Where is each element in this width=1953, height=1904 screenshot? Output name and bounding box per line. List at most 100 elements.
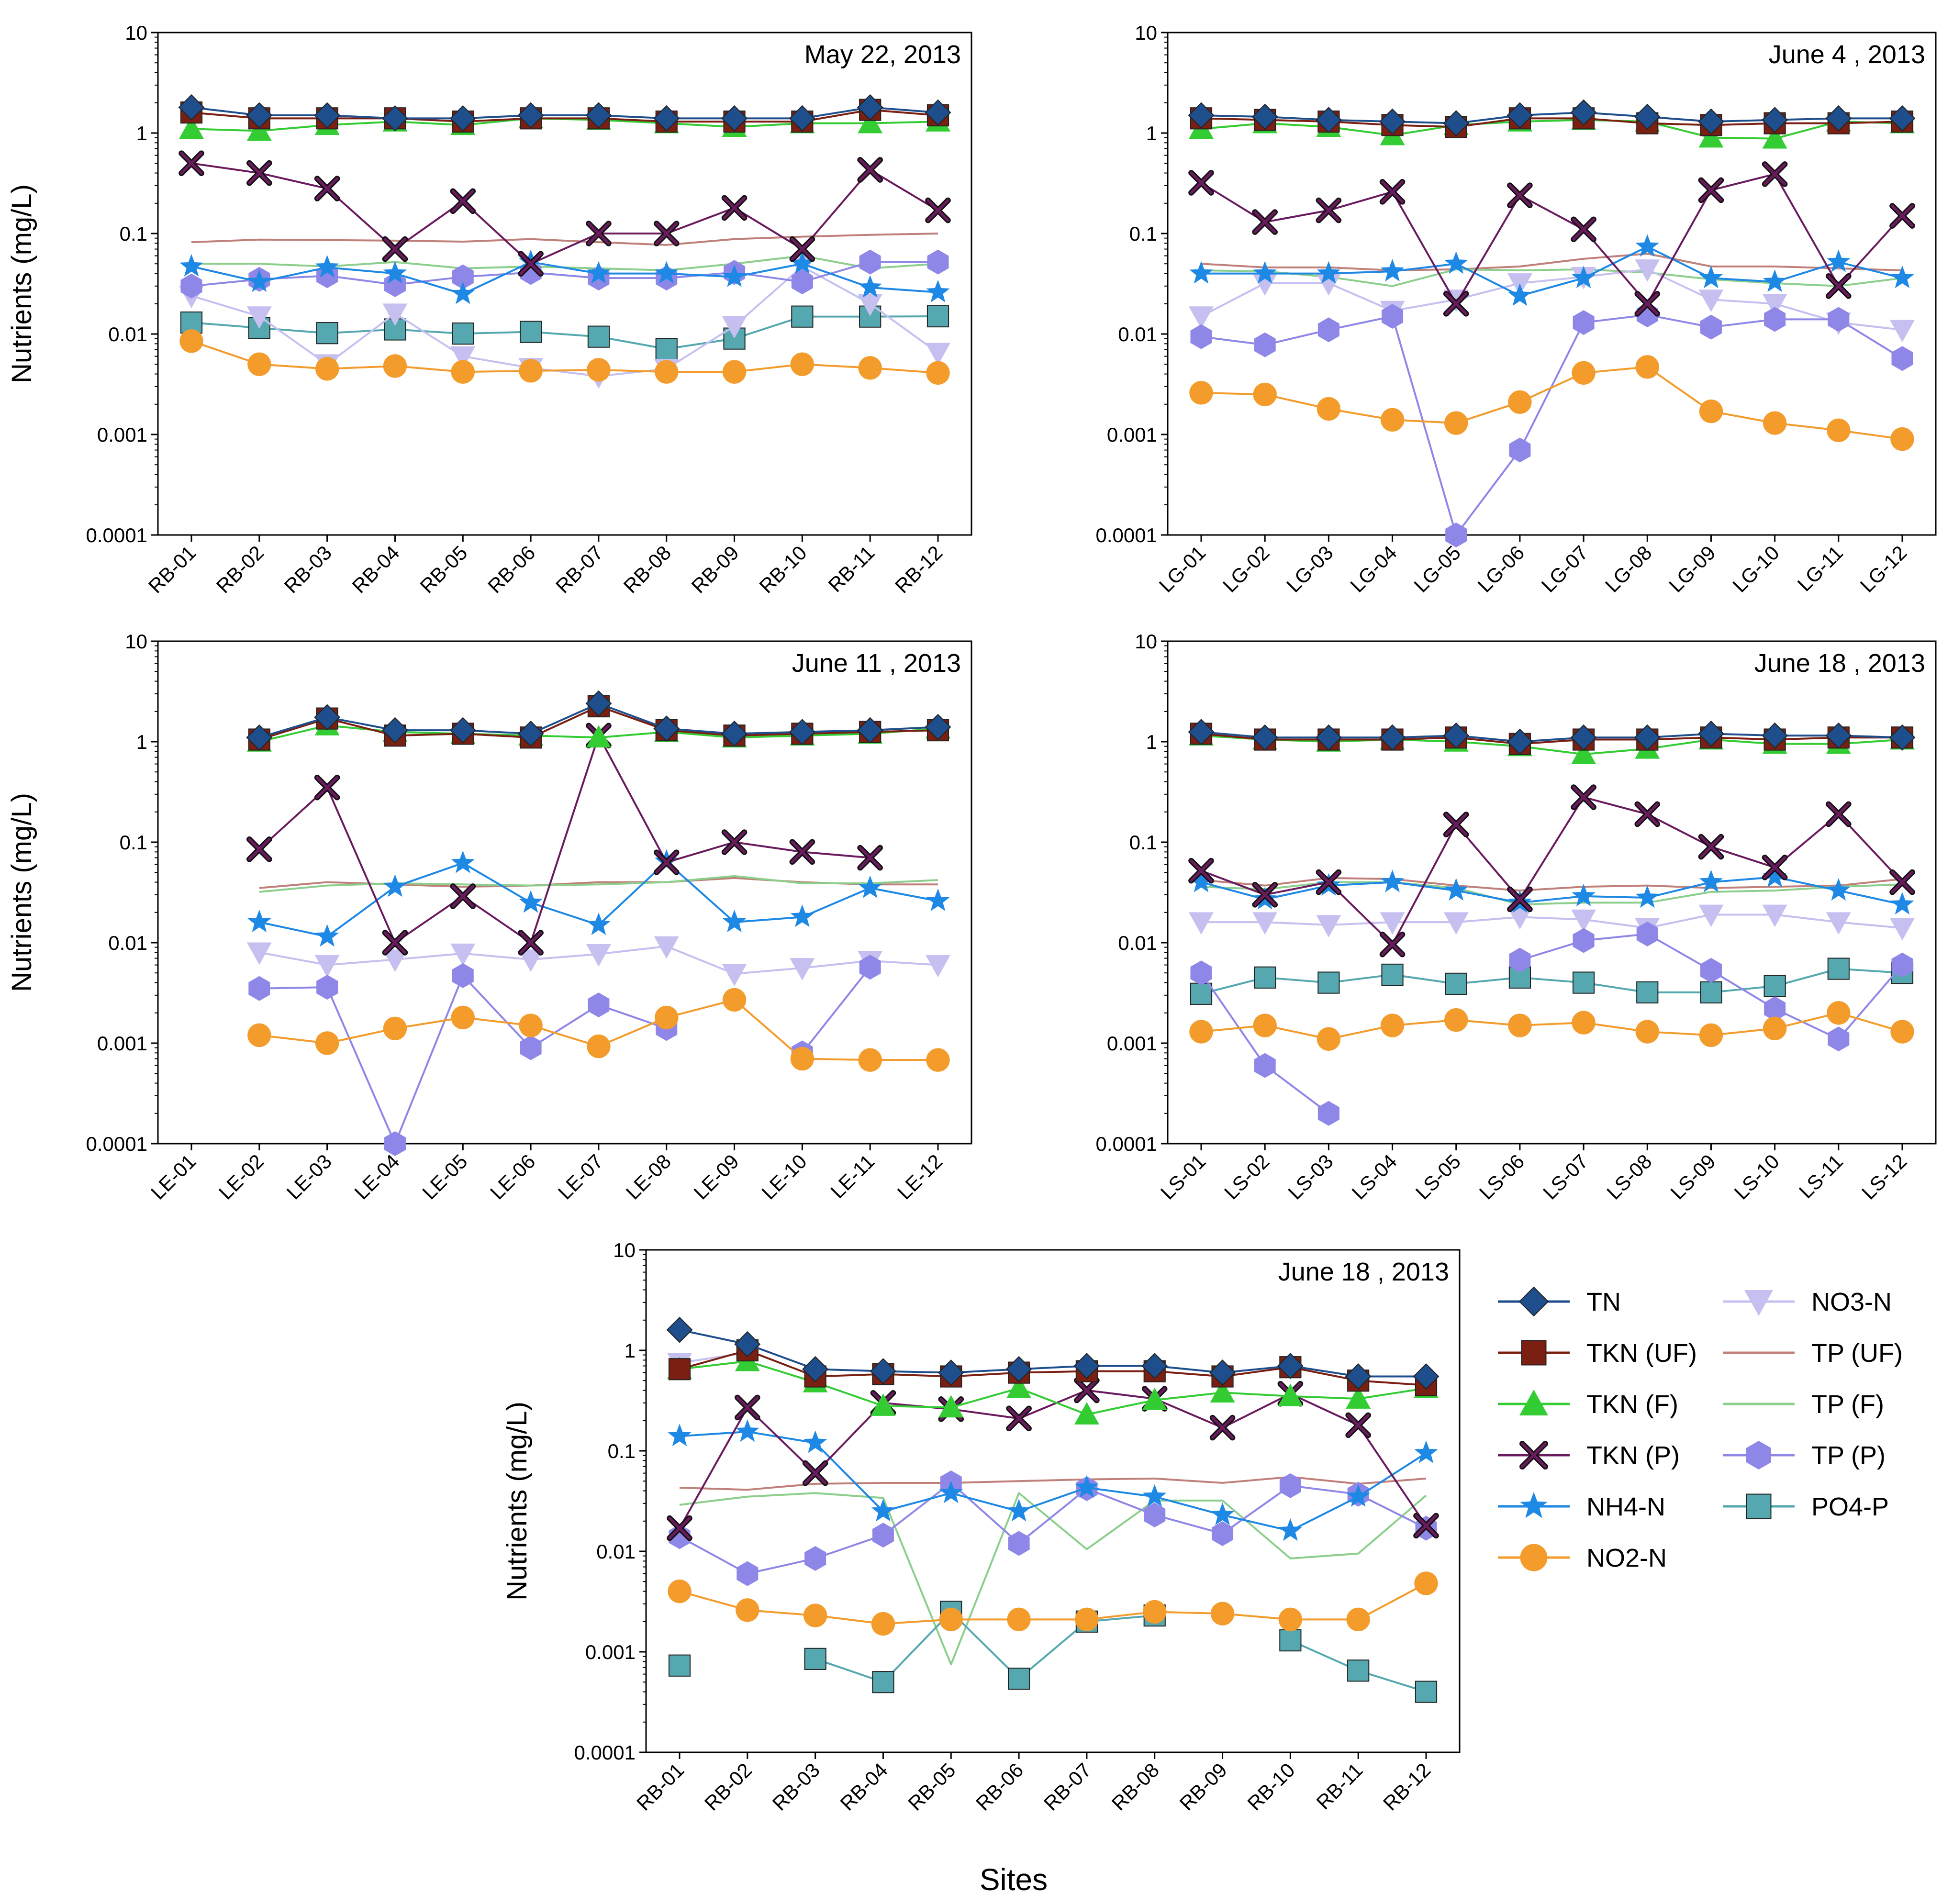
data-point-no3-n <box>1698 904 1724 927</box>
data-point-tn <box>1634 724 1661 751</box>
data-point-po4-p <box>1700 981 1722 1004</box>
data-point-tkn-f <box>1278 1383 1303 1406</box>
data-point-tn <box>517 720 544 747</box>
data-point-no3-n <box>1189 306 1214 329</box>
data-point-tn <box>721 720 748 747</box>
data-point-no2-n <box>926 361 950 385</box>
data-point-no2-n <box>1699 1023 1723 1047</box>
data-point-po4-p <box>668 1654 691 1677</box>
data-point-tp-p <box>1828 307 1850 332</box>
data-point-tn <box>314 102 341 129</box>
data-point-tkn-f <box>1210 1380 1235 1403</box>
data-point-nh4-n <box>1827 878 1851 901</box>
data-point-nh4-n <box>1253 261 1277 284</box>
data-point-no2-n <box>722 988 747 1012</box>
data-point-no2-n <box>1317 397 1341 421</box>
data-point-no2-n <box>1253 1013 1277 1037</box>
data-point-tp-p <box>1573 310 1595 335</box>
data-point-tkn-f <box>179 116 204 139</box>
data-point-no3-n <box>1443 912 1469 935</box>
data-point-tn <box>178 94 205 121</box>
data-point-no2-n <box>247 352 271 376</box>
data-point-nh4-n <box>1346 1484 1370 1507</box>
data-point-tp-p <box>1382 304 1404 329</box>
data-point-no2-n <box>1189 381 1213 405</box>
data-point-po4-p <box>655 338 678 360</box>
series-tkn-p <box>1188 161 1915 317</box>
data-point-nh4-n <box>790 251 815 274</box>
chart-title: June 11 , 2013 <box>792 649 961 678</box>
plot-frame <box>645 1249 1461 1753</box>
data-point-tp-p <box>248 976 270 1001</box>
data-point-no2-n <box>1444 1008 1468 1032</box>
legend-swatch-marker <box>1521 1340 1547 1366</box>
y-tick-label: 1 <box>136 122 147 145</box>
data-point-tkn-p <box>653 221 680 246</box>
y-axis-label: Nutrients (mg/L) <box>6 184 37 383</box>
legend-label: TKN (P) <box>1586 1441 1680 1470</box>
legend-item-tp-uf: TP (UF) <box>1723 1339 1903 1368</box>
data-point-tn <box>789 719 815 746</box>
y-tick-label: 0.001 <box>585 1641 636 1663</box>
data-point-tkn-f <box>1006 1376 1032 1398</box>
data-point-tkn-p <box>1507 182 1533 208</box>
data-point-tn <box>1315 724 1342 751</box>
legend-label: TKN (UF) <box>1586 1339 1697 1368</box>
data-point-tkn-f <box>870 1393 896 1416</box>
legend-item-tn: TN <box>1498 1286 1621 1317</box>
series-line-nh4-n <box>679 1431 1427 1532</box>
x-axis-title: Sites <box>980 1862 1048 1897</box>
data-point-nh4-n <box>1007 1499 1031 1522</box>
legend-label: TP (F) <box>1811 1390 1884 1419</box>
data-point-tp-p <box>804 1546 826 1571</box>
data-point-po4-p <box>1347 1659 1370 1682</box>
data-point-tn <box>789 105 815 132</box>
data-point-po4-p <box>519 321 542 343</box>
y-tick-label: 0.0001 <box>574 1741 636 1764</box>
data-point-po4-p <box>1279 1629 1302 1652</box>
series-tkn-p <box>179 150 951 277</box>
data-point-no3-n <box>1635 259 1660 282</box>
legend-swatch-marker <box>1519 1390 1548 1415</box>
data-point-tn <box>1443 110 1470 137</box>
series-line-tp-uf <box>1201 253 1903 271</box>
data-point-tkn-p <box>802 1460 828 1486</box>
data-point-no2-n <box>247 1023 271 1047</box>
data-point-tp-p <box>1764 307 1786 332</box>
data-point-tkn-f <box>1074 1402 1099 1425</box>
data-point-tn <box>1762 107 1788 134</box>
data-point-nh4-n <box>736 1419 759 1442</box>
data-point-po4-p <box>872 1671 894 1693</box>
data-point-no3-n <box>1762 293 1787 316</box>
legend-swatch-marker <box>1520 1492 1548 1518</box>
data-point-nh4-n <box>247 269 271 292</box>
data-point-tp-p <box>1317 317 1339 343</box>
data-point-tp-p <box>872 1523 894 1548</box>
data-point-no2-n <box>1890 1020 1914 1044</box>
legend-item-po4-p: PO4-P <box>1723 1492 1889 1521</box>
data-point-tp-p <box>1190 324 1212 349</box>
series-no2-n <box>179 329 950 385</box>
data-point-tn <box>1762 722 1788 749</box>
data-point-no3-n <box>246 942 272 965</box>
series-line-tp-p <box>191 261 938 287</box>
data-point-nh4-n <box>1142 1484 1167 1507</box>
data-point-tp-p <box>1008 1531 1030 1556</box>
data-point-tn <box>802 1356 829 1382</box>
data-point-no2-n <box>1075 1607 1099 1632</box>
data-point-nh4-n <box>871 1499 895 1522</box>
series-line-no3-n <box>1201 913 1903 929</box>
legend-label: NH4-N <box>1586 1492 1665 1521</box>
data-point-no2-n <box>1346 1607 1370 1632</box>
data-point-no2-n <box>519 1013 543 1037</box>
series-tp-p <box>1190 921 1913 1126</box>
data-point-no2-n <box>1189 1020 1213 1044</box>
data-point-tkn-p <box>382 236 408 262</box>
data-point-tp-p <box>1279 1473 1301 1498</box>
data-point-no2-n <box>1890 427 1914 451</box>
data-point-no3-n <box>1698 289 1724 312</box>
y-tick-label: 0.01 <box>108 932 147 954</box>
y-tick-label: 1 <box>1146 731 1157 753</box>
data-point-nh4-n <box>179 254 203 277</box>
data-point-tkn-p <box>1316 197 1342 223</box>
